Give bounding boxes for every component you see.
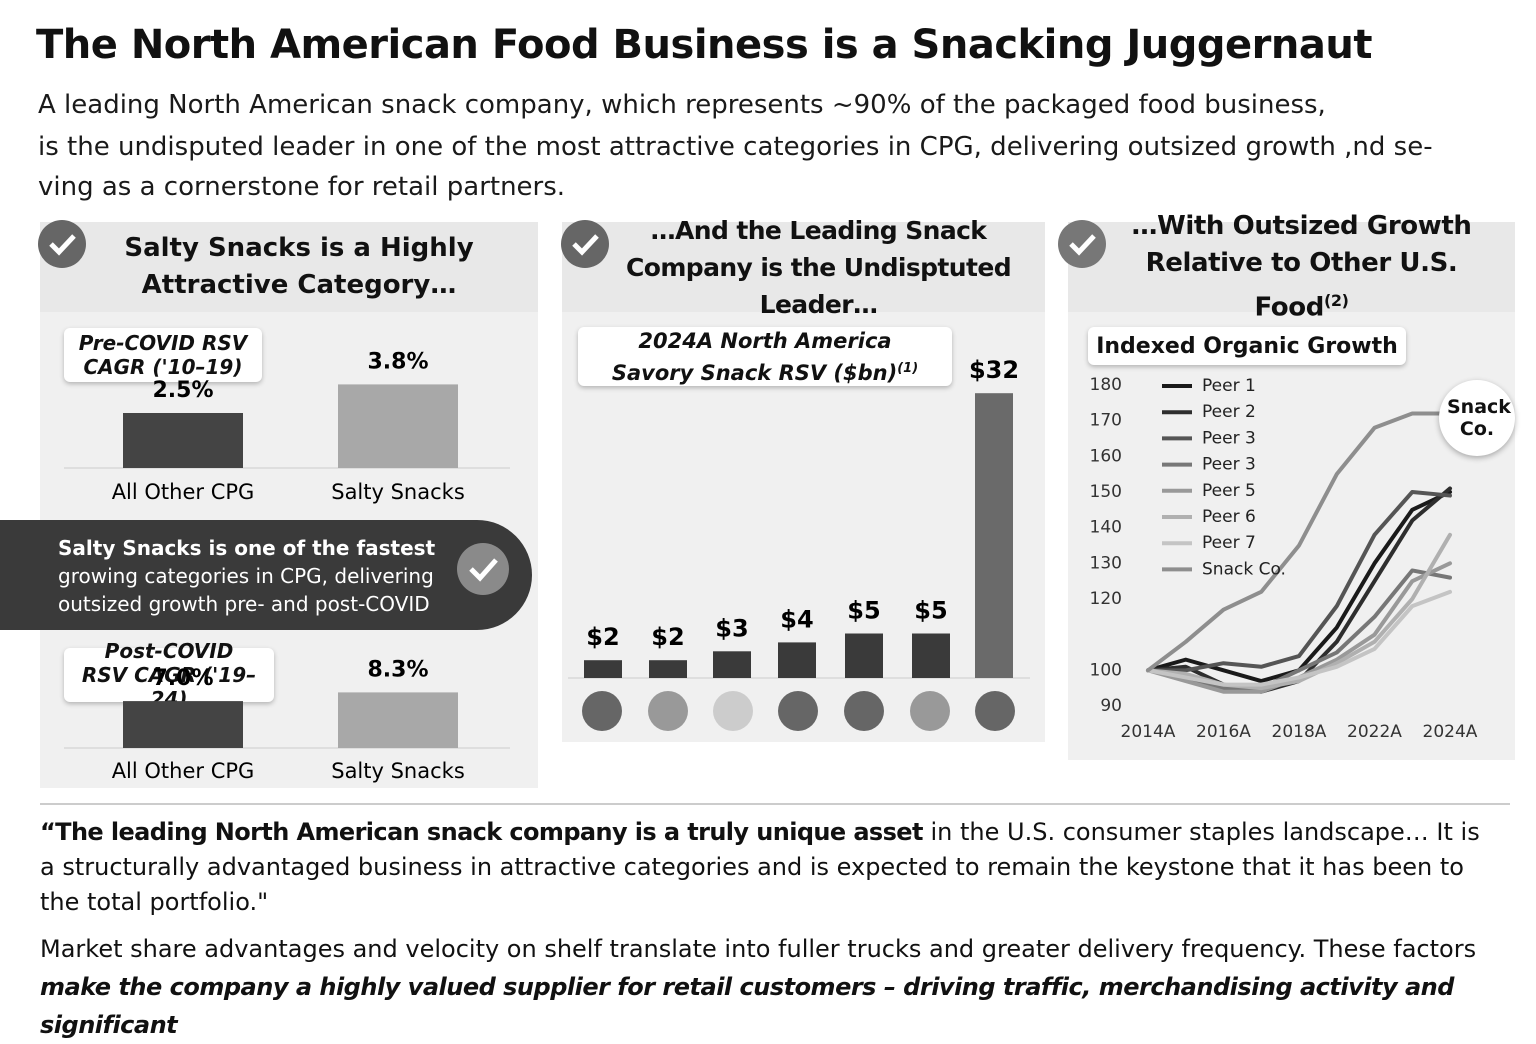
y-tick-label: 130	[1090, 553, 1122, 573]
series-line	[1146, 490, 1452, 673]
y-tick-label: 100	[1090, 660, 1122, 680]
category-label: All Other CPG	[112, 759, 255, 783]
subtitle-line: is the undisputed leader in one of the m…	[38, 132, 1433, 162]
check-icon	[561, 220, 609, 268]
bar	[713, 651, 751, 678]
bar	[845, 633, 883, 678]
value-label: $5	[847, 597, 880, 625]
value-label: 2.5%	[152, 378, 213, 403]
heading-note: (2)	[1323, 290, 1349, 310]
chart-title-box: Post-COVID RSV CAGR ('19–24)	[64, 639, 274, 711]
y-tick-label: 150	[1090, 482, 1122, 502]
chart-title-wrap: 2024A North America Savory Snack RSV ($b…	[605, 327, 925, 387]
value-label: 8.3%	[367, 657, 428, 682]
legend-label: Snack Co.	[1202, 559, 1286, 579]
bar	[338, 692, 458, 748]
x-tick-label: 2022A	[1347, 722, 1402, 742]
chart-title: Indexed Organic Growth	[1096, 333, 1398, 359]
y-tick-label: 160	[1090, 446, 1122, 466]
chart-title: Pre-COVID RSV CAGR ('10–19)	[78, 331, 248, 379]
value-label: $32	[969, 356, 1019, 384]
y-tick-label: 140	[1090, 518, 1122, 538]
chart-title-box: 2024A North America Savory Snack RSV ($b…	[578, 327, 952, 386]
body-bold: make the company a highly valued supplie…	[40, 973, 1454, 1039]
quote-bold: “The leading North American snack compan…	[40, 818, 923, 846]
value-label: $4	[780, 605, 813, 633]
check-icon	[1058, 220, 1106, 268]
legend-label: Peer 3	[1202, 455, 1256, 475]
bar	[778, 642, 816, 678]
heading-wrap: …With Outsized Growth Relative to Other …	[1098, 208, 1505, 327]
panel-heading: …And the Leading Snack Company is the Un…	[562, 216, 1045, 319]
heading-text: …And the Leading Snack Company is the Un…	[626, 215, 1012, 319]
banner-bold: Salty Snacks is one of the fastest	[58, 536, 436, 560]
bar	[123, 701, 243, 748]
bar	[123, 413, 243, 468]
x-tick-label: 2016A	[1196, 722, 1251, 742]
chart-title-box: Indexed Organic Growth	[1088, 327, 1406, 365]
quote: “The leading North American snack compan…	[40, 815, 1500, 920]
chart-title-box: Pre-COVID RSV CAGR ('10–19)	[64, 328, 262, 382]
panel-heading: …With Outsized Growth Relative to Other …	[1068, 211, 1515, 322]
chart-title-note: (1)	[897, 360, 919, 376]
banner-rest: growing categories in CPG, delivering ou…	[58, 564, 434, 616]
heading-text: Salty Snacks is a Highly Attractive Cate…	[124, 233, 474, 300]
panel-heading: Salty Snacks is a Highly Attractive Cate…	[40, 222, 538, 312]
check-icon	[38, 220, 86, 268]
quote-text: in the U.S. consumer staples landscape… …	[40, 818, 1480, 916]
category-label: Salty Snacks	[331, 759, 465, 783]
series-line	[1146, 589, 1452, 687]
y-tick-label: 120	[1090, 589, 1122, 609]
bar	[975, 393, 1013, 678]
series-line	[1146, 532, 1452, 691]
banner-text: Salty Snacks is one of the fastest growi…	[58, 534, 468, 618]
category-label: All Other CPG	[112, 480, 255, 504]
y-tick-label: 170	[1090, 411, 1122, 431]
value-label: $2	[586, 623, 619, 651]
x-tick-label: 2018A	[1272, 722, 1327, 742]
value-label: 7.0%	[152, 666, 213, 691]
banner	[0, 520, 532, 630]
category-label: Salty Snacks	[331, 480, 465, 504]
series-line	[1146, 490, 1452, 684]
annotation: Snack Co.	[1447, 396, 1511, 440]
value-label: 3.8%	[367, 349, 428, 374]
y-tick-label: 180	[1090, 375, 1122, 395]
legend-label: Peer 6	[1202, 507, 1256, 527]
legend-label: Peer 2	[1202, 402, 1256, 422]
subtitle-line: ving as a cornerstone for retail partner…	[38, 172, 566, 202]
check-icon	[457, 543, 509, 595]
bar	[584, 660, 622, 678]
subtitle-line: A leading North American snack company, …	[38, 90, 1326, 120]
series-line	[1146, 411, 1452, 673]
chart-title: 2024A North America Savory Snack RSV ($b…	[611, 328, 898, 385]
value-label: $2	[651, 623, 684, 651]
body-plain: Market share advantages and velocity on …	[40, 935, 1477, 963]
bar	[338, 384, 458, 468]
value-label: $5	[914, 597, 947, 625]
heading-text: …With Outsized Growth Relative to Other …	[1131, 210, 1472, 323]
bar	[649, 660, 687, 678]
value-label: $3	[715, 614, 748, 642]
legend-label: Peer 7	[1202, 533, 1256, 553]
page-title: The North American Food Business is a Sn…	[36, 22, 1372, 68]
legend-label: Peer 5	[1202, 481, 1256, 501]
x-tick-label: 2024A	[1423, 722, 1478, 742]
legend-label: Peer 3	[1202, 428, 1256, 448]
legend-label: Peer 1	[1202, 376, 1256, 396]
x-tick-label: 2014A	[1121, 722, 1176, 742]
bar	[912, 633, 950, 678]
annotation-callout: Snack Co.	[1439, 380, 1515, 456]
y-tick-label: 90	[1100, 696, 1122, 716]
logo-circles	[582, 691, 1015, 731]
body-text: Market share advantages and velocity on …	[40, 930, 1510, 1044]
